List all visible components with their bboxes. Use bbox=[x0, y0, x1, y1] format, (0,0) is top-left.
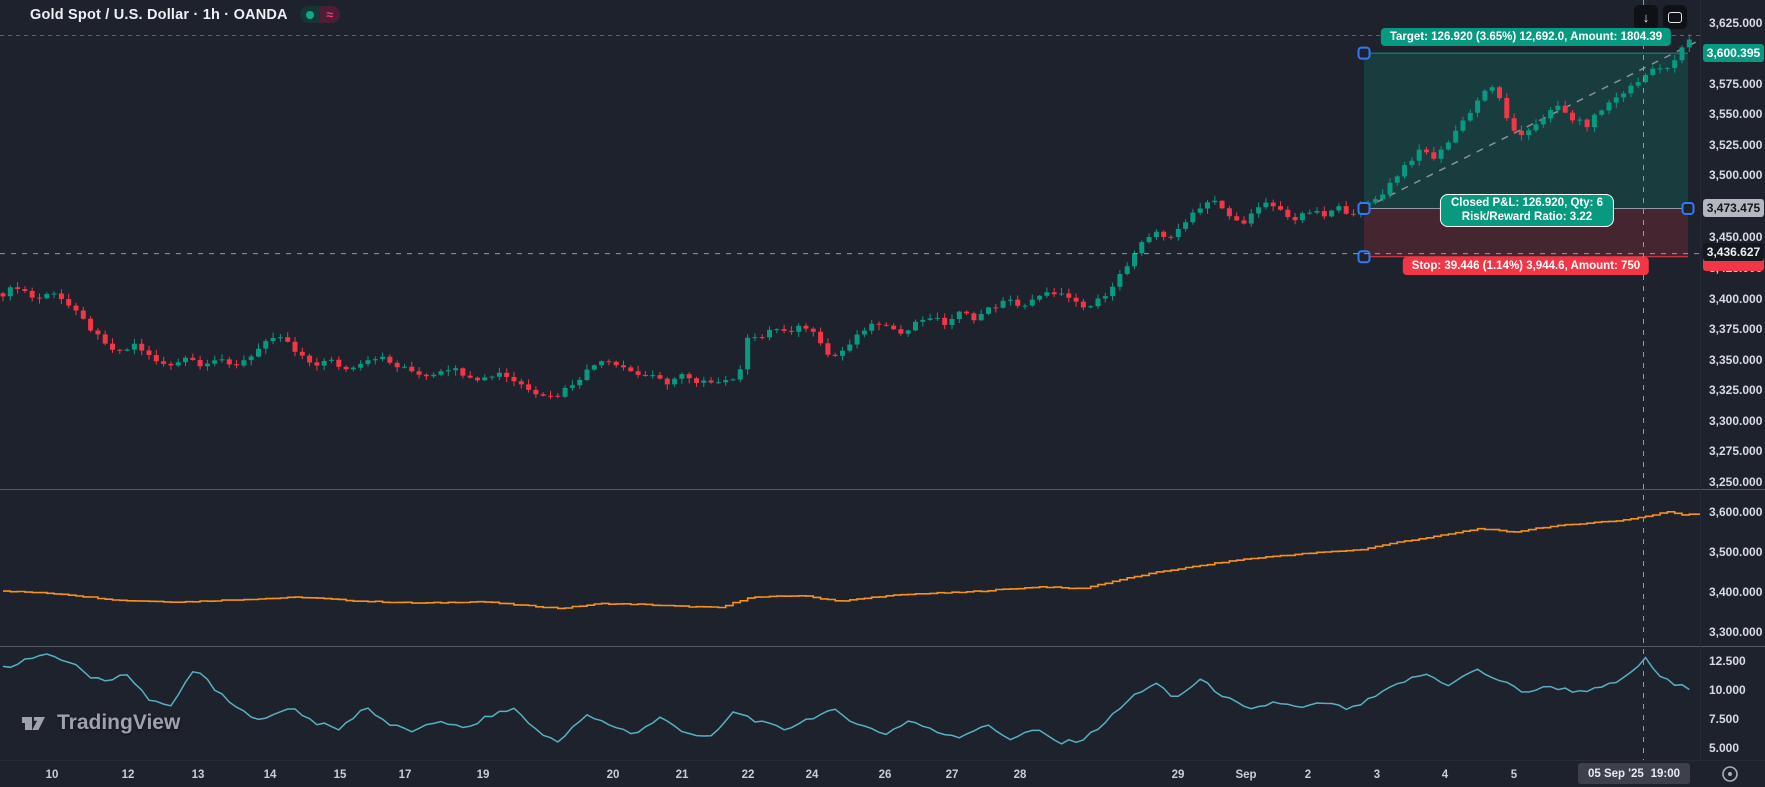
time-tick: 2 bbox=[1304, 768, 1312, 781]
price-tick: 3,625.000 bbox=[1709, 16, 1763, 30]
price-tick: 3,575.000 bbox=[1709, 77, 1763, 91]
price-tick: 3,250.000 bbox=[1709, 475, 1763, 489]
time-tick: 15 bbox=[333, 768, 347, 781]
price-tick: 3,300.000 bbox=[1709, 414, 1763, 428]
price-tick: 5.000 bbox=[1709, 741, 1740, 755]
position-target-label[interactable]: Target: 126.920 (3.65%) 12,692.0, Amount… bbox=[1380, 28, 1672, 46]
time-tick: 26 bbox=[878, 768, 892, 781]
time-tick: 20 bbox=[606, 768, 620, 781]
time-tick: 10 bbox=[45, 768, 59, 781]
price-tick: 3,375.000 bbox=[1709, 322, 1763, 336]
crosshair-time: 19:00 bbox=[1650, 767, 1680, 780]
watermark-text: TradingView bbox=[57, 711, 181, 734]
price-tick: 3,525.000 bbox=[1709, 138, 1763, 152]
timezone-clock-icon[interactable] bbox=[1719, 763, 1741, 785]
price-tick: 3,400.000 bbox=[1709, 585, 1763, 599]
time-tick: 22 bbox=[741, 768, 755, 781]
price-tick: 3,500.000 bbox=[1709, 168, 1763, 182]
time-axis[interactable]: 05 Sep '25 19:00 10 12 13 14 15 17 19 20 21 22 24 2… bbox=[0, 760, 1765, 787]
position-tooltip: Closed P&L: 126.920, Qty: 6 Risk/Reward … bbox=[1439, 194, 1615, 227]
scroll-to-latest-button[interactable]: ↓ bbox=[1634, 5, 1658, 29]
position-tooltip-rr: Risk/Reward Ratio: 3.22 bbox=[1461, 210, 1593, 223]
chart-quick-actions: ↓ bbox=[1634, 5, 1687, 29]
down-arrow-icon: ↓ bbox=[1642, 9, 1650, 25]
price-tick: 3,300.000 bbox=[1709, 625, 1763, 639]
crosshair-time-badge: 05 Sep '25 19:00 bbox=[1578, 763, 1690, 784]
price-tick: 3,550.000 bbox=[1709, 107, 1763, 121]
tradingview-logo-icon bbox=[22, 717, 45, 730]
price-tick: 12.500 bbox=[1709, 654, 1746, 668]
symbol-header: Gold Spot / U.S. Dollar · 1h · OANDA ≈ bbox=[30, 6, 340, 23]
time-tick: 5 bbox=[1510, 768, 1518, 781]
time-tick: 21 bbox=[675, 768, 689, 781]
time-tick: 4 bbox=[1441, 768, 1449, 781]
maximize-button[interactable] bbox=[1663, 5, 1687, 29]
price-tick: 7.500 bbox=[1709, 712, 1740, 726]
target-price-badge: 3,600.395 bbox=[1703, 44, 1764, 62]
time-tick: 3 bbox=[1373, 768, 1381, 781]
time-tick: 27 bbox=[945, 768, 959, 781]
maximize-icon bbox=[1668, 11, 1682, 23]
price-tick: 3,275.000 bbox=[1709, 444, 1763, 458]
price-tick: 3,500.000 bbox=[1709, 545, 1763, 559]
price-tick: 3,325.000 bbox=[1709, 383, 1763, 397]
delayed-data-icon: ≈ bbox=[319, 6, 340, 23]
time-tick: 17 bbox=[398, 768, 412, 781]
price-axis[interactable]: 3,600.395 3,473.475 3,436.627 3,625.000 3… bbox=[1700, 0, 1765, 760]
time-tick: Sep bbox=[1235, 768, 1257, 781]
time-tick: 29 bbox=[1171, 768, 1185, 781]
crosshair-price-badge: 3,436.627 bbox=[1703, 243, 1764, 261]
market-status-pill[interactable]: ≈ bbox=[299, 6, 340, 23]
price-tick: 3,350.000 bbox=[1709, 353, 1763, 367]
price-tick: 3,450.000 bbox=[1709, 230, 1763, 244]
time-tick: 24 bbox=[805, 768, 819, 781]
price-tick: 3,600.000 bbox=[1709, 505, 1763, 519]
tradingview-watermark[interactable]: TradingView bbox=[20, 710, 180, 736]
time-tick: 12 bbox=[121, 768, 135, 781]
price-tick: 10.000 bbox=[1709, 683, 1746, 697]
time-tick: 28 bbox=[1013, 768, 1027, 781]
crosshair-date: 05 Sep '25 bbox=[1588, 767, 1644, 780]
time-tick: 13 bbox=[191, 768, 205, 781]
time-tick: 14 bbox=[263, 768, 277, 781]
position-tooltip-pnl: Closed P&L: 126.920, Qty: 6 bbox=[1450, 197, 1604, 209]
symbol-title[interactable]: Gold Spot / U.S. Dollar · 1h · OANDA bbox=[30, 6, 288, 23]
market-open-dot-icon bbox=[299, 6, 320, 23]
price-tick: 3,400.000 bbox=[1709, 292, 1763, 306]
time-tick: 19 bbox=[476, 768, 490, 781]
entry-price-badge: 3,473.475 bbox=[1703, 199, 1764, 217]
position-stop-label[interactable]: Stop: 39.446 (1.14%) 3,944.6, Amount: 75… bbox=[1402, 257, 1650, 275]
